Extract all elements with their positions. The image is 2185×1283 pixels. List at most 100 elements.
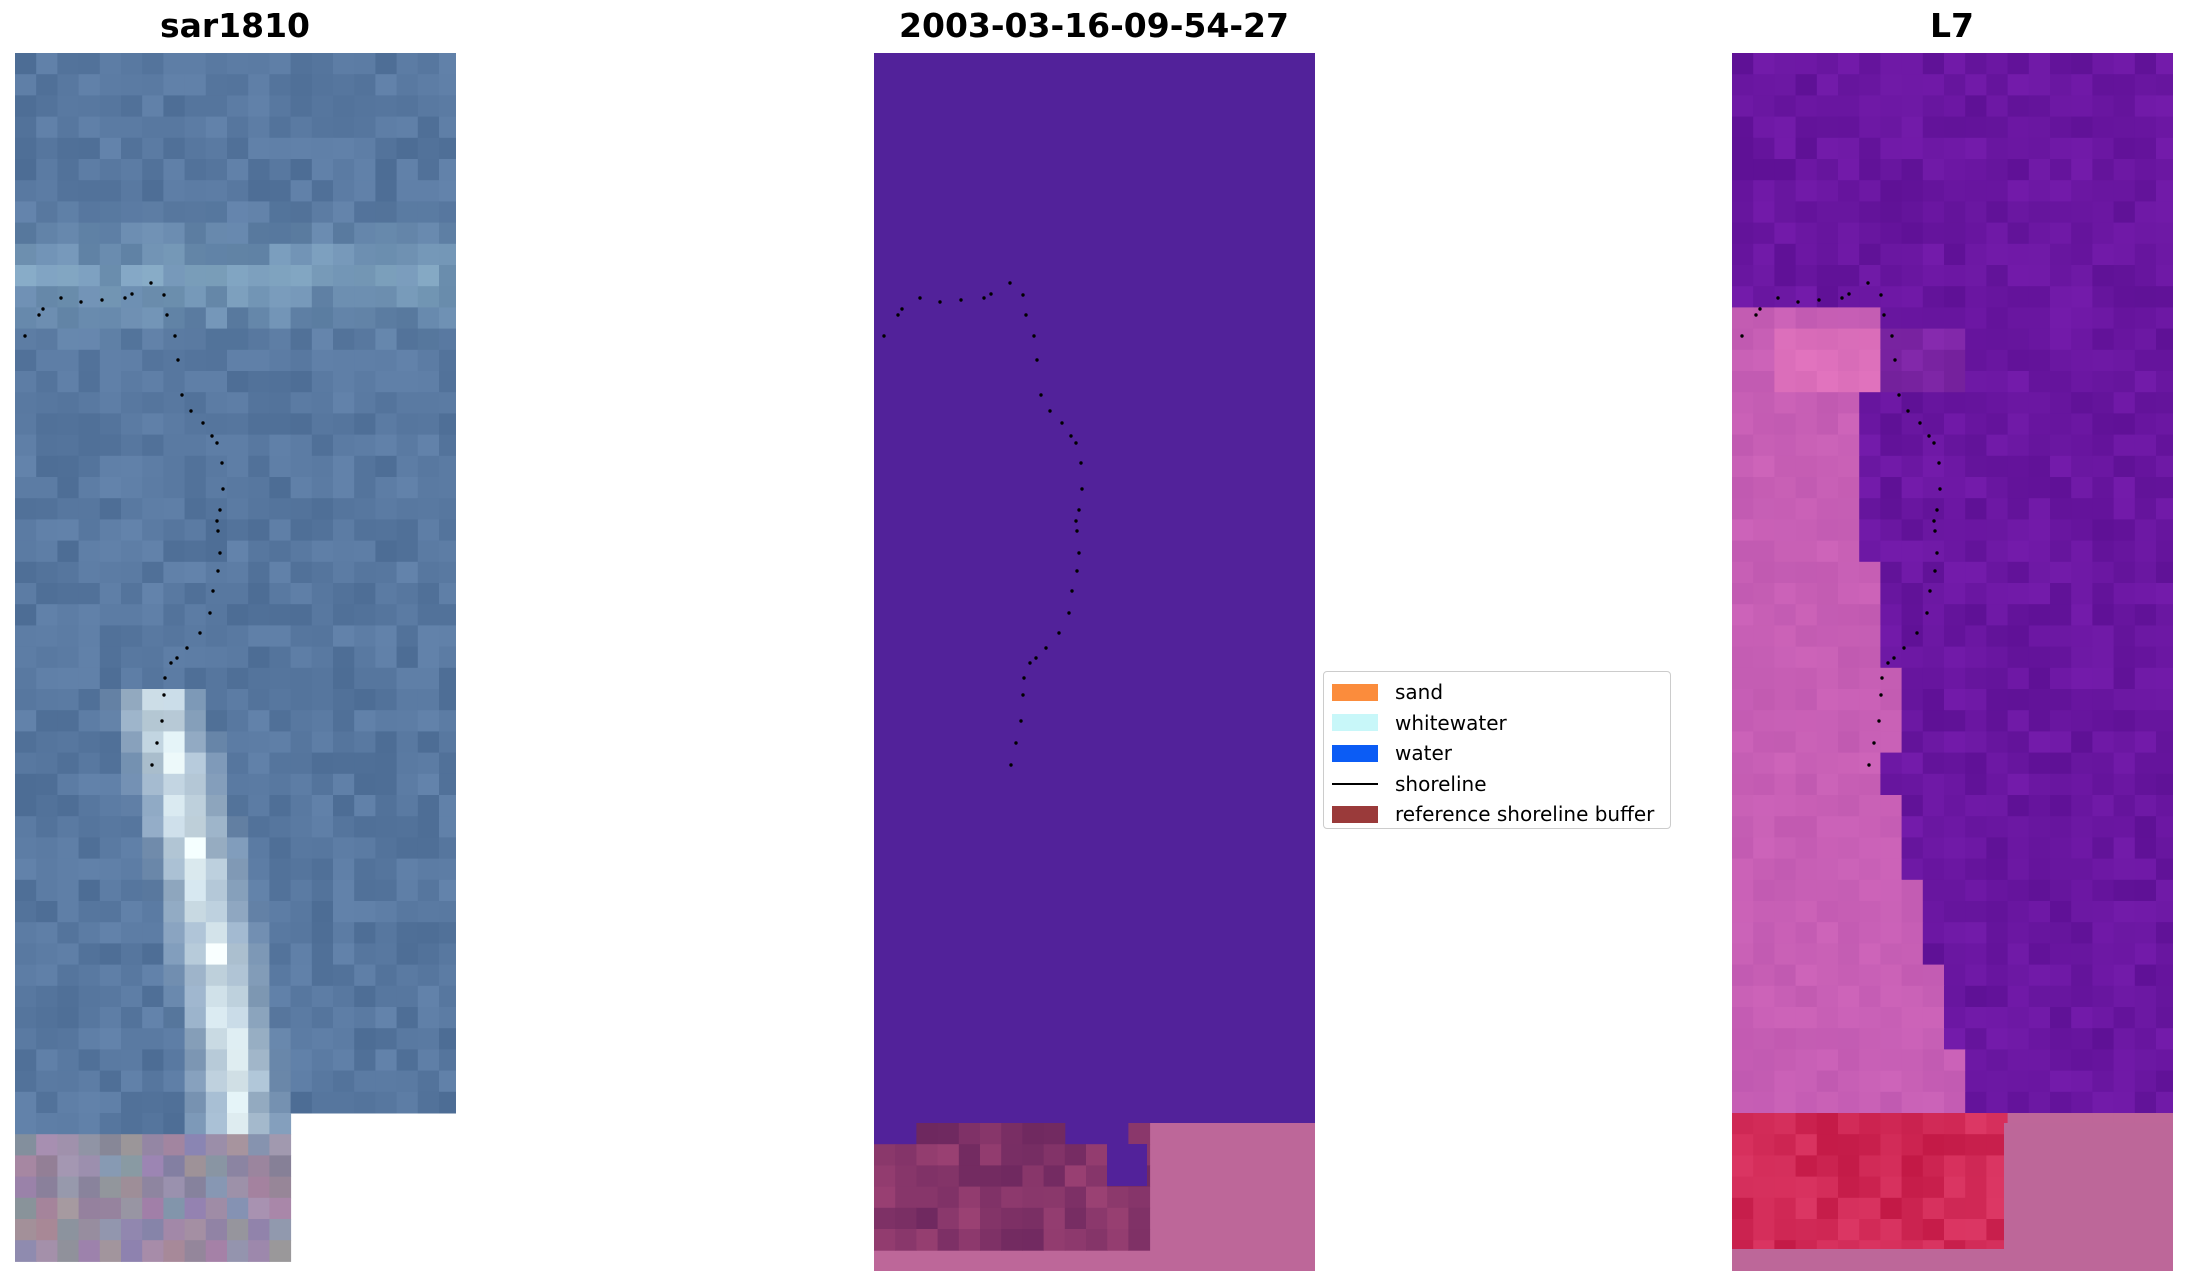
shoreline-point [1032, 334, 1036, 338]
legend-item-sand: sand [1332, 677, 1662, 708]
shoreline-point [1060, 421, 1064, 425]
shoreline-point [1067, 611, 1071, 615]
shoreline-point [1028, 661, 1032, 665]
shoreline-point [221, 487, 225, 491]
shoreline-point [215, 441, 219, 445]
shoreline-point [1925, 611, 1929, 615]
shoreline-point [160, 719, 164, 723]
shoreline-point [1075, 569, 1079, 573]
shoreline-point [1044, 646, 1048, 650]
shoreline-point [59, 296, 63, 300]
shoreline-point [1075, 529, 1079, 533]
shoreline-point [1880, 676, 1884, 680]
shoreline-point [1039, 393, 1043, 397]
rgb-shoreline [23, 281, 225, 767]
shoreline-point [218, 551, 222, 555]
rgb-image-panel [15, 53, 456, 1262]
shoreline-point [1906, 409, 1910, 413]
water-swatch [1332, 744, 1378, 762]
shoreline-point [150, 763, 154, 767]
legend-label-whitewater: whitewater [1395, 710, 1507, 735]
shoreline-point [41, 307, 45, 311]
shoreline-point [1879, 293, 1883, 297]
shoreline-point [1074, 519, 1078, 523]
shoreline-point [1932, 441, 1936, 445]
shoreline-point [173, 334, 177, 338]
false-color-shoreline [1740, 281, 1942, 767]
shoreline-point [1008, 281, 1012, 285]
shoreline-point [210, 434, 214, 438]
rgb-pixels [15, 53, 456, 1262]
shoreline-point [169, 661, 173, 665]
shoreline-point [1079, 461, 1083, 465]
shoreline-point [882, 334, 886, 338]
shoreline-point [1077, 551, 1081, 555]
shoreline-point [220, 461, 224, 465]
shoreline-point [1847, 292, 1851, 296]
shoreline-point [1886, 661, 1890, 665]
shoreline-point [201, 421, 205, 425]
shoreline-point [1840, 296, 1844, 300]
shoreline-point [189, 409, 193, 413]
shoreline-point [198, 631, 202, 635]
shoreline-point [130, 292, 134, 296]
shoreline-point [163, 676, 167, 680]
false-color-image-panel [1732, 53, 2173, 1271]
water-notch-2 [1107, 1144, 1147, 1186]
shoreline-point [1021, 693, 1025, 697]
shoreline-point [1866, 281, 1870, 285]
shoreline-point [900, 307, 904, 311]
panel-title-satellite: L7 [1930, 6, 1974, 45]
shoreline-point [1915, 631, 1919, 635]
shoreline-point [165, 313, 169, 317]
shoreline-point [185, 646, 189, 650]
shoreline-point [1932, 519, 1936, 523]
shoreline-point [1892, 656, 1896, 660]
sand-swatch [1332, 683, 1378, 701]
shoreline-point [1897, 393, 1901, 397]
shoreline-point [1048, 409, 1052, 413]
shoreline-point [176, 358, 180, 362]
shoreline-point [79, 300, 83, 304]
shoreline-point [1902, 646, 1906, 650]
shoreline-point [208, 611, 212, 615]
shoreline-point [1933, 569, 1937, 573]
buffer-block-right [1146, 1123, 1315, 1271]
legend-item-shoreline: shoreline [1332, 769, 1662, 800]
shoreline-line-swatch [1332, 782, 1378, 785]
shoreline-point [918, 296, 922, 300]
shoreline-point [982, 296, 986, 300]
shoreline-point [162, 293, 166, 297]
legend-item-water: water [1332, 738, 1662, 769]
shoreline-point [100, 298, 104, 302]
shoreline-point [1867, 763, 1871, 767]
shoreline-point [180, 393, 184, 397]
shoreline-point [218, 508, 222, 512]
shoreline-point [1928, 589, 1932, 593]
shoreline-point [1938, 487, 1942, 491]
shoreline-point [23, 334, 27, 338]
mixed-buffer-pixels [874, 1123, 1151, 1251]
reference-buffer-swatch [1332, 805, 1378, 823]
shoreline-point [1019, 719, 1023, 723]
shoreline-point [1877, 719, 1881, 723]
shoreline-point [1070, 589, 1074, 593]
shoreline-point [1890, 334, 1894, 338]
legend-item-reference-buffer: reference shoreline buffer [1332, 799, 1662, 830]
shoreline-point [1879, 693, 1883, 697]
shoreline-point [216, 529, 220, 533]
shoreline-point [1009, 763, 1013, 767]
classified-image-panel [874, 53, 1315, 1271]
panel-title-date: 2003-03-16-09-54-27 [899, 6, 1289, 45]
legend: sand whitewater water shoreline referenc… [1323, 671, 1671, 829]
shoreline-point [1918, 421, 1922, 425]
water-class-area [874, 53, 1315, 1271]
shoreline-point [1796, 300, 1800, 304]
shoreline-point [1927, 434, 1931, 438]
shoreline-point [1035, 358, 1039, 362]
shoreline-point [1754, 313, 1758, 317]
shoreline-point [155, 741, 159, 745]
shoreline-point [37, 313, 41, 317]
shoreline-point [1021, 293, 1025, 297]
shoreline-point [175, 656, 179, 660]
